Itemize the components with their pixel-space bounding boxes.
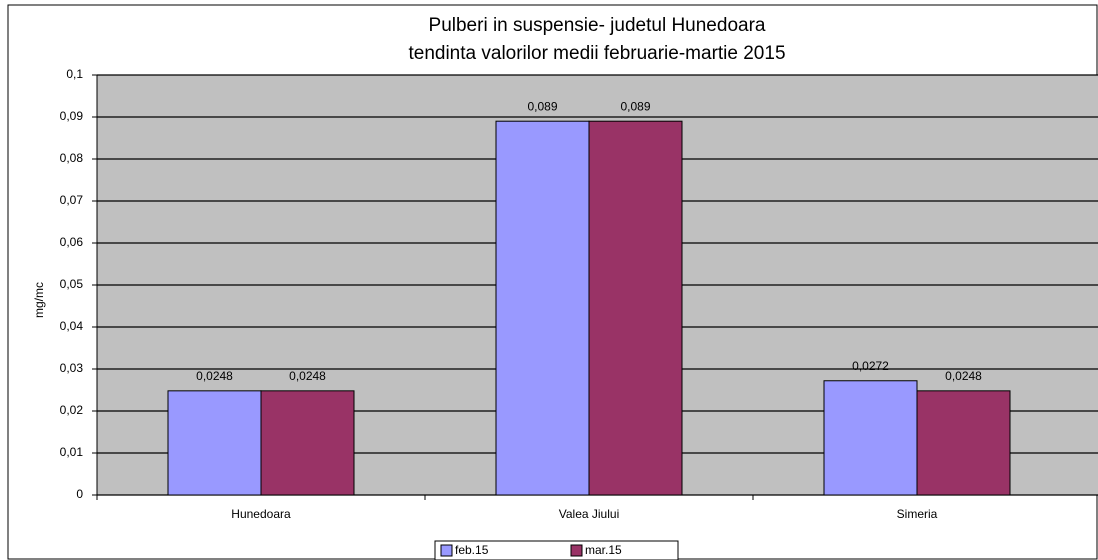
y-tick-label: 0,07 [60, 193, 84, 207]
data-label: 0,0248 [196, 369, 233, 383]
data-label: 0,0248 [945, 369, 982, 383]
y-tick-label: 0,1 [66, 67, 83, 81]
bar [167, 390, 262, 496]
y-tick-label: 0,06 [60, 235, 84, 249]
y-tick-label: 0,01 [60, 445, 84, 459]
bar [260, 390, 355, 496]
bar [495, 120, 590, 496]
data-label: 0,089 [527, 99, 557, 113]
legend-box [434, 540, 679, 560]
y-tick-label: 0,03 [60, 361, 84, 375]
y-tick-label: 0,08 [60, 151, 84, 165]
y-tick-label: 0,04 [60, 319, 84, 333]
y-tick-label: 0 [76, 487, 83, 501]
y-axis-label: mg/mc [32, 282, 46, 318]
legend-label: mar.15 [585, 543, 622, 557]
y-tick-label: 0,05 [60, 277, 84, 291]
bar [588, 120, 683, 496]
legend-swatch [440, 544, 453, 557]
x-tick-label: Valea Jiului [559, 507, 619, 521]
chart-subtitle: tendinta valorilor medii februarie-marti… [408, 43, 785, 64]
y-tick-label: 0,02 [60, 403, 84, 417]
legend-label: feb.15 [455, 543, 489, 557]
x-tick-label: Simeria [897, 507, 938, 521]
x-tick-label: Hunedoara [231, 507, 291, 521]
data-label: 0,0272 [852, 359, 889, 373]
bar [823, 380, 918, 496]
data-label: 0,089 [620, 99, 650, 113]
bar [916, 390, 1011, 496]
y-tick-label: 0,09 [60, 109, 84, 123]
data-label: 0,0248 [289, 369, 326, 383]
chart-title: Pulberi in suspensie- judetul Hunedoara [429, 15, 766, 36]
legend-swatch [570, 544, 583, 557]
